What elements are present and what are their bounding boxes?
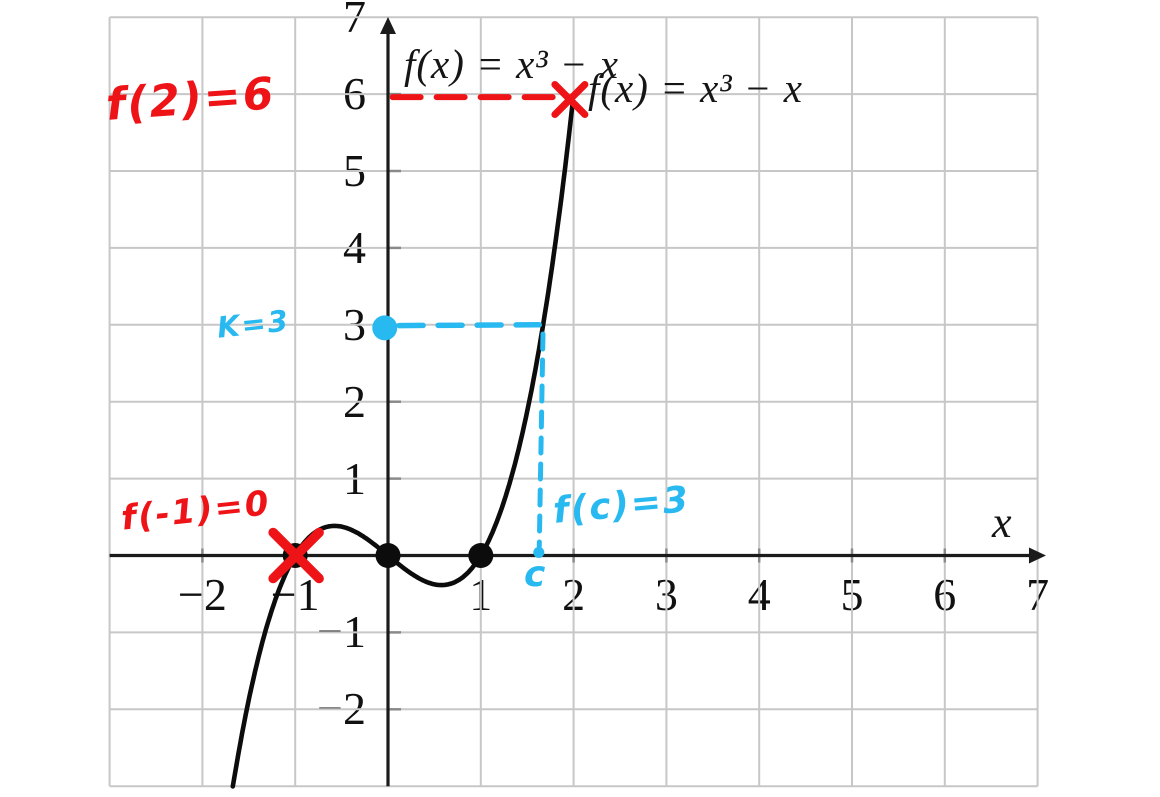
root-dot bbox=[375, 543, 401, 568]
grid-lines bbox=[108, 16, 1039, 788]
red-x-mark-at-neg1-0 bbox=[268, 527, 324, 584]
cyan-point-c bbox=[533, 546, 545, 558]
cyan-dashed-horizontal-y3 bbox=[396, 322, 543, 329]
red-x-mark-at-neg1-0-stroke bbox=[268, 527, 324, 584]
x-axis-arrowhead bbox=[1028, 547, 1046, 564]
y-axis-arrowhead bbox=[380, 17, 396, 34]
cyan-point-k3 bbox=[372, 315, 398, 341]
function-curve bbox=[230, 101, 575, 789]
root-dot bbox=[468, 543, 494, 568]
red-x-mark-at-2-6 bbox=[551, 80, 589, 118]
cyan-dashed-vertical-c bbox=[536, 331, 546, 549]
y-tick-label: 7 bbox=[343, 0, 366, 43]
hand-drawn-overlays bbox=[268, 80, 589, 584]
red-x-mark-at-2-6-stroke bbox=[551, 80, 589, 118]
